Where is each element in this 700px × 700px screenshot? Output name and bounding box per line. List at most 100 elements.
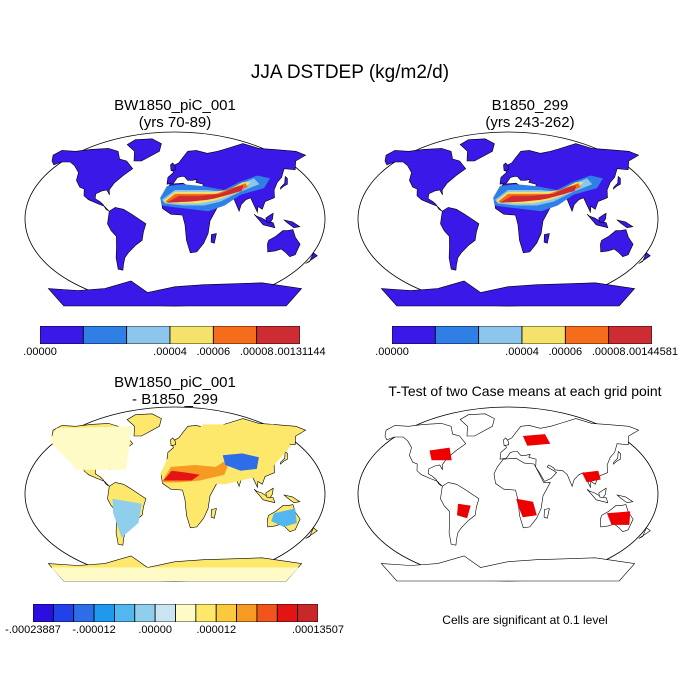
map-panel2 xyxy=(357,131,659,307)
colorbar-swatch xyxy=(276,604,299,622)
panel2-title-line1: B1850_299 xyxy=(491,97,569,114)
colorbar-swatch xyxy=(608,326,652,344)
continent-indonesia xyxy=(586,488,609,504)
colorbar-tick-label: .00000 xyxy=(375,346,409,358)
panel1-title-line1: BW1850_piC_001 xyxy=(114,97,236,114)
continent-uk xyxy=(170,437,177,447)
panel2-title-line2: (yrs 243-262) xyxy=(485,114,575,131)
continent-borneo xyxy=(265,212,274,224)
continent-indonesia xyxy=(253,213,276,229)
continent-madagascar xyxy=(210,508,217,519)
continent-newguinea xyxy=(616,494,634,504)
continent-japan xyxy=(612,450,621,465)
sig-cells-asia xyxy=(582,470,601,483)
continent-uk xyxy=(503,162,510,172)
panel4-title: T-Test of two Case means at each grid po… xyxy=(388,383,662,399)
colorbar-swatch xyxy=(212,326,258,344)
sig-cells-na xyxy=(429,447,452,461)
continent-newguinea xyxy=(616,219,634,229)
continent-australia xyxy=(600,229,634,258)
panel3-title-line2: - B1850_299 xyxy=(132,391,218,408)
continent-newzealand xyxy=(638,527,651,539)
colorbar-swatch xyxy=(195,604,217,622)
panel1-title-line2: (yrs 70-89) xyxy=(138,114,212,131)
colorbar-tick-label: .00000 xyxy=(138,624,172,636)
colorbar-swatch xyxy=(478,326,523,344)
diff-light xyxy=(49,426,133,470)
colorbar-tick-label: .00008 xyxy=(239,346,274,358)
map-panel1 xyxy=(24,131,326,307)
colorbar-swatch xyxy=(215,604,237,622)
continent-antarctica xyxy=(380,280,636,307)
diff-ant xyxy=(51,567,299,581)
colorbar-tick-label: .00004 xyxy=(153,346,187,358)
colorbar-tick-label: .00004 xyxy=(505,346,539,358)
colorbar-tick-label: .00000 xyxy=(23,346,57,358)
colorbar-swatch xyxy=(114,604,136,622)
continent-newzealand xyxy=(305,527,318,539)
colorbar-panel1: .00000 .00004 .00006 .00008.00131144 xyxy=(23,326,326,358)
colorbar-tick-label: .00131144 xyxy=(274,346,326,358)
colorbar-swatch xyxy=(126,326,171,344)
colorbar-swatch xyxy=(564,326,610,344)
continent-greenland xyxy=(126,138,162,162)
panel3-title-line1: BW1850_piC_001 xyxy=(114,374,236,391)
dust-max xyxy=(166,185,244,203)
continent-antarctica xyxy=(380,555,636,582)
colorbar-swatch xyxy=(256,604,278,622)
colorbar-tick-label: .00006 xyxy=(196,346,231,358)
colorbar-swatch xyxy=(521,326,566,344)
continent-northamerica xyxy=(384,148,467,212)
diff-aus xyxy=(271,508,297,527)
colorbar-swatch xyxy=(52,604,75,622)
continent-newzealand xyxy=(638,252,651,264)
continent-newzealand xyxy=(305,252,318,264)
sig-cells-africa xyxy=(516,498,537,518)
colorbar-swatch xyxy=(154,604,176,622)
colorbar-swatch xyxy=(93,604,115,622)
sig-cells-aus xyxy=(606,511,631,525)
colorbar-swatch xyxy=(169,326,214,344)
diff-blue xyxy=(222,453,259,471)
continent-borneo xyxy=(598,212,607,224)
significance-note: Cells are significant at 0.1 level xyxy=(442,613,608,627)
continent-newguinea xyxy=(283,219,301,229)
colorbar-tick-label: .000012 xyxy=(196,624,237,636)
continent-antarctica xyxy=(47,280,303,307)
continent-newguinea xyxy=(283,494,301,504)
continent-greenland xyxy=(126,413,162,437)
continent-uk xyxy=(170,162,177,172)
continent-southamerica xyxy=(107,207,147,271)
continent-madagascar xyxy=(543,233,550,244)
colorbar-swatch xyxy=(134,604,156,622)
dust-max xyxy=(499,185,577,203)
colorbar-swatch xyxy=(82,326,128,344)
colorbar-swatch xyxy=(392,326,436,344)
map-panel3 xyxy=(24,406,326,582)
colorbar-panel3: -.00023887 -.000012 .00000 .000012 .00013507 xyxy=(5,604,344,636)
continent-eurasia xyxy=(499,143,640,214)
continent-uk xyxy=(503,437,510,447)
colorbar-tick-label: .00144581 xyxy=(626,346,678,358)
diff-bluelight xyxy=(112,498,142,538)
colorbar-panel2: .00000 .00004 .00006 .00008.00144581 xyxy=(375,326,678,358)
colorbar-swatch xyxy=(175,604,197,622)
continent-japan xyxy=(279,175,288,190)
map-panel4 xyxy=(357,406,659,582)
continent-borneo xyxy=(598,487,607,499)
panel1-title: BW1850_piC_001 (yrs 70-89) xyxy=(25,97,325,131)
continent-borneo xyxy=(265,487,274,499)
main-title: JJA DSTDEP (kg/m2/d) xyxy=(250,62,450,83)
continent-northamerica xyxy=(384,423,467,487)
continent-eurasia xyxy=(166,143,307,214)
colorbar-swatch xyxy=(434,326,480,344)
colorbar-tick-label: .00013507 xyxy=(292,624,344,636)
continent-japan xyxy=(612,175,621,190)
diff-red xyxy=(163,470,200,481)
colorbar-swatch xyxy=(297,604,318,622)
continent-greenland xyxy=(459,138,495,162)
colorbar-tick-label: .00008 xyxy=(591,346,626,358)
colorbar-tick-label: -.00023887 xyxy=(5,624,61,636)
sig-cells-eu xyxy=(522,434,551,446)
continent-madagascar xyxy=(210,233,217,244)
